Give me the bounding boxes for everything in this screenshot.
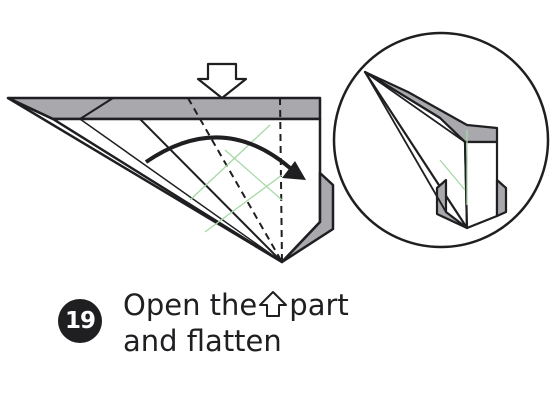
instruction-line-1: Open the part — [123, 287, 349, 323]
main-fold-diagram — [6, 62, 335, 264]
zoom-result-view — [332, 31, 550, 249]
result-green-crease — [439, 130, 468, 205]
dashed-crease-1 — [187, 97, 283, 263]
down-arrow-outline-icon — [196, 62, 248, 100]
up-arrow-outline-icon — [259, 291, 288, 317]
step-number-badge: 19 — [58, 299, 102, 343]
step-instruction: Open the part and flatten — [123, 287, 349, 359]
paper-side-pocket — [280, 171, 335, 264]
instruction-open-text: Open the — [123, 288, 258, 322]
instruction-part-text: part — [289, 288, 349, 322]
result-pocket-left — [435, 178, 469, 230]
curved-arrow-head — [282, 161, 306, 180]
green-crease-lines — [189, 124, 283, 233]
dashed-crease-2 — [279, 97, 283, 263]
curved-arrow-icon — [144, 135, 292, 170]
result-pocket-right — [495, 178, 508, 218]
instruction-line-2: and flatten — [123, 324, 282, 358]
paper-top-band — [6, 96, 322, 121]
result-right-stem — [463, 140, 499, 230]
